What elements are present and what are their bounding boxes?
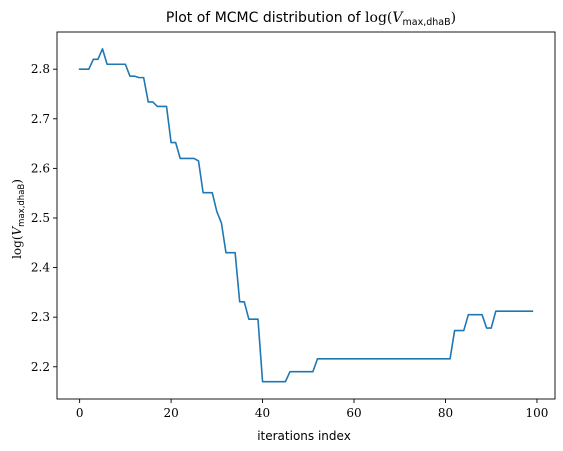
y-axis-label-var: V [10, 225, 24, 235]
y-axis-label-subscript: max,dhaB [17, 184, 27, 227]
y-tick-label: 2.5 [31, 211, 50, 225]
y-axis-label-open: ( [10, 235, 24, 240]
plot-frame [56, 31, 556, 400]
y-axis-label-fn: log [10, 240, 24, 259]
series-line-0 [78, 48, 534, 383]
y-tick-label: 2.7 [31, 112, 50, 126]
chart-title-prefix: Plot of MCMC distribution of [166, 10, 365, 26]
x-axis-label: iterations index [257, 429, 351, 443]
y-tick-label: 2.2 [31, 360, 50, 374]
x-tick-label: 40 [255, 406, 270, 420]
x-tick-label: 100 [525, 406, 548, 420]
y-axis-label-close: ) [10, 179, 24, 184]
y-tick-label: 2.4 [31, 261, 50, 275]
y-axis-label: log(Vmax,dhaB) [10, 179, 27, 259]
chart-title-open: ( [387, 10, 392, 26]
y-tick-label: 2.8 [31, 62, 50, 76]
x-tick-label: 80 [438, 406, 453, 420]
x-tick-label: 60 [346, 406, 361, 420]
chart-title-var: V [392, 10, 404, 26]
x-tick-label: 20 [163, 406, 178, 420]
chart-title-fn: log [365, 10, 387, 26]
chart-title: Plot of MCMC distribution of log(Vmax,dh… [166, 10, 456, 28]
plot-layer: 0 20 40 60 80 100 2.2 2.3 2.4 2.5 2.6 2.7 2.8 [31, 31, 556, 420]
chart-title-subscript: max,dhaB [403, 17, 451, 28]
chart-title-close: ) [451, 10, 456, 26]
y-tick-label: 2.3 [31, 310, 50, 324]
x-tick-label: 0 [76, 406, 84, 420]
y-tick-label: 2.6 [31, 161, 50, 175]
